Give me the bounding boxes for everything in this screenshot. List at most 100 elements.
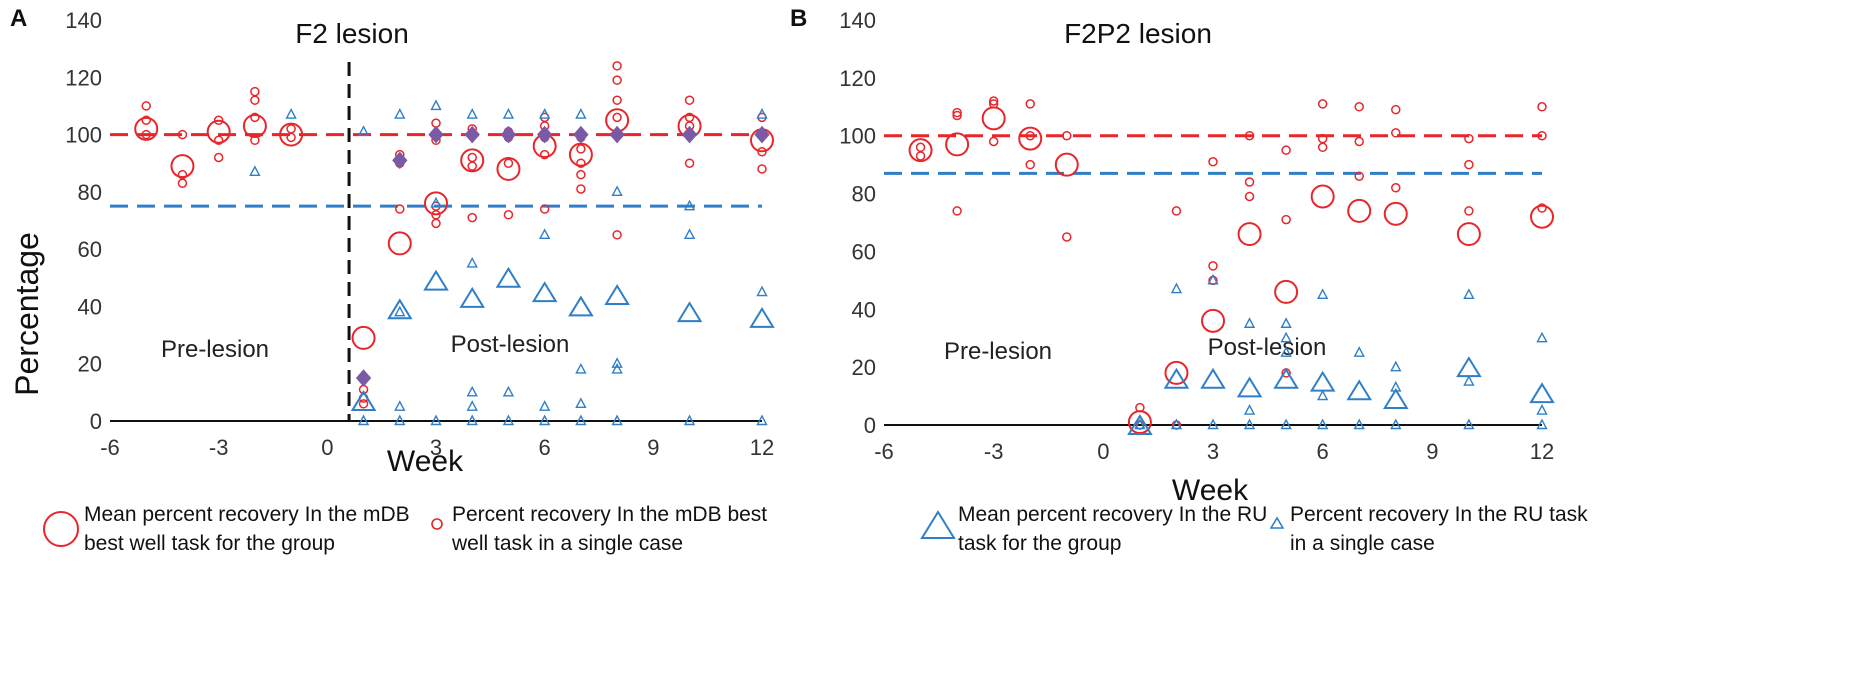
- data-point-single-mdb: [576, 169, 586, 180]
- y-tick-label: 60: [78, 237, 102, 262]
- data-point-single-mdb: [1317, 142, 1328, 153]
- data-point-mean-mdb: [206, 119, 231, 144]
- data-point-single-mdb: [395, 204, 405, 214]
- data-point-single-ru: [1390, 360, 1402, 372]
- data-point-single-ru: [249, 165, 261, 177]
- x-tick-label: 12: [750, 435, 774, 460]
- data-point-mean-mdb: [981, 106, 1006, 131]
- x-axis-label: Week: [387, 445, 464, 478]
- data-point-single-mdb: [988, 99, 999, 109]
- y-axis-label: Percentage: [9, 232, 45, 396]
- data-point-single-mdb: [684, 95, 695, 105]
- data-point-single-mdb: [1208, 261, 1218, 271]
- data-point-mean-ru: [350, 390, 377, 411]
- data-point-single-ru: [1243, 418, 1256, 430]
- data-point-single-mdb: [988, 136, 999, 147]
- pre-lesion-label: Pre-lesion: [161, 336, 269, 363]
- data-point-single-mdb: [1354, 171, 1364, 181]
- data-point-diamond: [428, 125, 444, 144]
- data-point-single-ru: [285, 108, 297, 119]
- y-tick-label: 40: [78, 294, 102, 319]
- data-point-mean-mdb: [1201, 308, 1225, 333]
- y-tick-label: 0: [90, 409, 102, 434]
- data-point-single-ru: [539, 414, 551, 426]
- data-point-single-mdb: [539, 149, 550, 160]
- data-point-single-ru: [466, 400, 478, 411]
- data-point-single-ru: [1207, 418, 1219, 430]
- data-point-single-ru: [1170, 418, 1183, 430]
- data-point-single-mdb: [612, 75, 622, 85]
- data-point-single-ru: [575, 108, 587, 119]
- data-point-single-ru: [1207, 273, 1219, 285]
- data-point-mean-mdb: [568, 142, 593, 167]
- data-point-mean-ru: [386, 298, 413, 320]
- data-point-single-mdb: [250, 112, 260, 123]
- data-point-single-mdb: [952, 107, 962, 118]
- x-tick-label: 6: [1317, 439, 1329, 464]
- data-point-mean-mdb: [1164, 360, 1189, 385]
- panel-letter: A: [10, 5, 27, 32]
- data-point-mean-ru: [1273, 367, 1299, 389]
- data-point-diamond: [754, 125, 770, 144]
- data-point-mean-mdb: [1274, 279, 1299, 304]
- data-point-single-ru: [502, 385, 515, 397]
- data-point-single-ru: [539, 228, 551, 240]
- data-point-single-mdb: [1025, 130, 1035, 141]
- x-tick-label: 3: [1207, 439, 1219, 464]
- data-point-single-ru: [1317, 418, 1329, 430]
- data-point-single-ru: [394, 108, 406, 119]
- data-point-single-ru: [1280, 317, 1292, 328]
- data-point-single-mdb: [612, 112, 622, 123]
- data-point-single-mdb: [431, 218, 441, 229]
- data-point-single-ru: [1317, 389, 1329, 401]
- data-point-single-mdb: [952, 206, 962, 216]
- data-point-mean-mdb: [1383, 201, 1408, 226]
- data-point-single-mdb: [177, 178, 188, 189]
- data-point-single-ru: [611, 362, 623, 374]
- data-point-single-ru: [575, 362, 587, 374]
- data-point-single-mdb: [1135, 402, 1145, 413]
- data-point-mean-ru: [749, 306, 775, 328]
- x-tick-label: 0: [321, 435, 333, 460]
- data-point-single-ru: [756, 285, 768, 297]
- x-tick-label: 9: [1426, 439, 1438, 464]
- legend-text-box: Percent recovery In the mDB best well ta…: [452, 503, 767, 555]
- y-tick-label: 20: [852, 355, 876, 380]
- data-point-single-ru: [683, 414, 696, 426]
- legend: Mean percent recovery In the mDB best we…: [43, 503, 1588, 555]
- x-tick-label: -6: [100, 435, 120, 460]
- data-point-single-ru: [539, 400, 551, 411]
- data-point-single-mdb: [757, 147, 767, 157]
- data-point-single-mdb: [1464, 159, 1474, 170]
- data-point-single-mdb: [576, 144, 586, 154]
- data-point-single-mdb: [915, 151, 926, 161]
- data-point-single-mdb: [1244, 130, 1255, 141]
- y-tick-label: 120: [65, 65, 102, 90]
- data-point-single-ru: [1317, 288, 1329, 300]
- y-tick-label: 20: [78, 352, 102, 377]
- y-tick-label: 0: [864, 413, 876, 438]
- data-point-single-ru: [357, 414, 370, 426]
- data-point-mean-mdb: [279, 122, 304, 147]
- data-point-mean-ru: [1127, 414, 1153, 435]
- data-point-single-ru: [575, 397, 587, 409]
- legend-large-circle-icon: [43, 511, 79, 547]
- data-point-single-ru: [430, 196, 442, 208]
- data-point-single-ru: [756, 108, 768, 119]
- x-tick-label: 12: [1530, 439, 1554, 464]
- data-point-single-mdb: [1062, 130, 1072, 141]
- pre-lesion-label: Pre-lesion: [944, 338, 1052, 365]
- data-point-mean-ru: [604, 284, 630, 305]
- legend-label-mean-ru: Mean percent recovery In the RU task for…: [958, 503, 1268, 555]
- data-point-single-ru: [394, 305, 406, 317]
- data-point-single-mdb: [213, 152, 224, 163]
- x-tick-label: 0: [1097, 439, 1109, 464]
- legend-item-single-mdb: Percent recovery In the mDB best well ta…: [431, 503, 767, 555]
- data-point-mean-mdb: [1456, 222, 1481, 247]
- x-tick-label: -6: [874, 439, 894, 464]
- data-point-single-mdb: [576, 184, 586, 194]
- y-tick-label: 120: [839, 66, 876, 91]
- data-point-single-mdb: [286, 124, 296, 134]
- legend-item-mean-ru: Mean percent recovery In the RU task for…: [920, 503, 1268, 555]
- data-point-mean-ru: [676, 301, 703, 323]
